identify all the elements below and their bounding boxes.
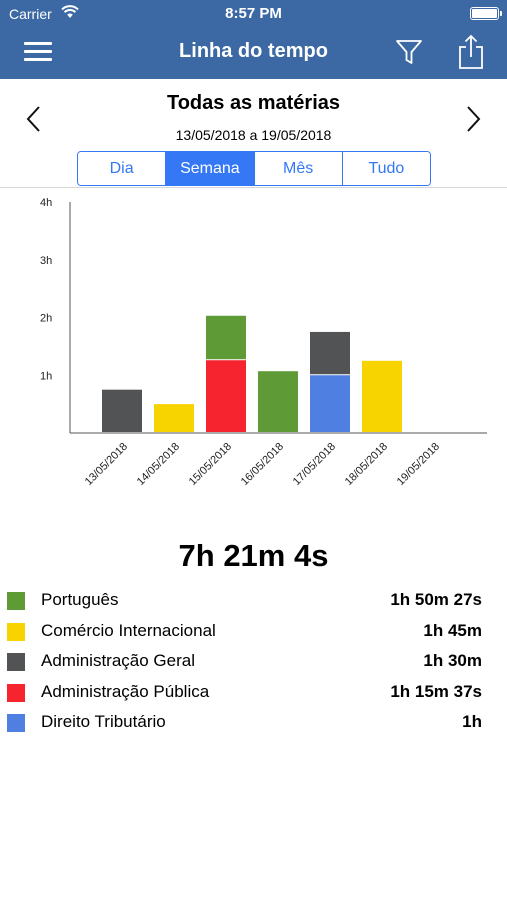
carrier-label: Carrier <box>9 6 52 22</box>
legend-subject: Comércio Internacional <box>41 620 216 640</box>
weekly-study-chart: 1h 2h 3h 4h 13/05/2018 14/05/2018 15/05/2018 16… <box>40 197 487 488</box>
next-period-button[interactable] <box>463 104 483 134</box>
x-tick-label: 16/05/2018 <box>239 441 286 488</box>
x-tick-label: 18/05/2018 <box>343 441 390 488</box>
legend-item: Comércio Internacional 1h 45m <box>0 616 507 647</box>
hamburger-menu-icon[interactable] <box>24 40 54 64</box>
date-range: 13/05/2018 a 19/05/2018 <box>175 127 332 143</box>
bar-segment <box>362 360 402 432</box>
legend-time: 1h 30m <box>423 651 482 670</box>
total-time: 7h 21m 4s <box>178 538 329 573</box>
x-tick-label: 15/05/2018 <box>187 441 234 488</box>
subject-title: Todas as matérias <box>166 92 341 114</box>
x-tick-label: 13/05/2018 <box>83 441 130 488</box>
legend-swatch <box>7 653 25 671</box>
legend-item: Administração Geral 1h 30m <box>0 646 507 677</box>
battery-icon <box>470 7 499 20</box>
bar-segment <box>310 331 350 375</box>
bar-segment <box>310 375 350 432</box>
segment-semana[interactable]: Semana <box>166 152 255 185</box>
navigation-bar: Carrier 8:57 PM Linha do tempo <box>0 0 507 79</box>
chevron-left-icon <box>26 106 40 132</box>
share-icon[interactable] <box>457 34 485 70</box>
legend-swatch <box>7 622 25 641</box>
wifi-icon <box>61 5 79 22</box>
legend-item: Português 1h 50m 27s <box>0 585 507 616</box>
legend-item: Administração Pública 1h 15m 37s <box>0 677 507 708</box>
page-title: Linha do tempo <box>179 40 328 62</box>
divider <box>0 187 507 188</box>
legend-subject: Administração Pública <box>41 681 210 701</box>
x-tick-label: 17/05/2018 <box>291 441 338 488</box>
legend-subject: Português <box>41 590 119 609</box>
battery-tip <box>500 11 502 16</box>
bar-segment <box>102 389 142 432</box>
period-segmented-control: Dia Semana Mês Tudo <box>77 151 431 186</box>
segment-tudo[interactable]: Tudo <box>342 152 430 185</box>
bar-segment <box>206 360 246 432</box>
chevron-right-icon <box>467 106 481 132</box>
legend-swatch <box>7 592 25 610</box>
filter-icon[interactable] <box>395 38 423 66</box>
y-tick-label: 2h <box>40 313 52 325</box>
legend-time: 1h 45m <box>423 620 482 640</box>
segment-mes[interactable]: Mês <box>254 152 343 185</box>
x-tick-label: 19/05/2018 <box>395 441 442 488</box>
y-tick-label: 3h <box>40 255 52 267</box>
x-tick-label: 14/05/2018 <box>135 441 182 488</box>
legend-time: 1h <box>462 712 482 731</box>
legend-time: 1h 15m 37s <box>390 681 482 701</box>
bar-segment <box>154 404 194 432</box>
legend-time: 1h 50m 27s <box>390 590 482 609</box>
previous-period-button[interactable] <box>24 104 44 134</box>
legend-swatch <box>7 683 25 702</box>
bar-segment <box>258 371 298 432</box>
legend-subject: Administração Geral <box>41 651 196 670</box>
legend-swatch <box>7 714 25 732</box>
legend-item: Direito Tributário 1h <box>0 707 507 738</box>
legend-subject: Direito Tributário <box>41 712 166 731</box>
status-time: 8:57 PM <box>225 5 282 22</box>
status-bar: Carrier 8:57 PM <box>0 0 507 28</box>
segment-dia[interactable]: Dia <box>78 152 167 185</box>
legend: Português 1h 50m 27s Comércio Internacio… <box>0 585 507 738</box>
y-tick-label: 4h <box>40 197 52 209</box>
bar-segment <box>206 315 246 360</box>
y-tick-label: 1h <box>40 370 52 382</box>
